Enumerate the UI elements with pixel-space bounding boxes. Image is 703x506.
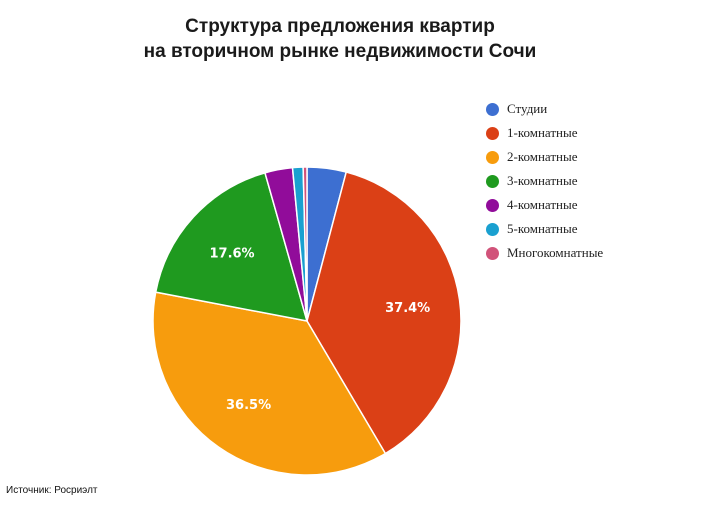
chart-title-line-1: Структура предложения квартир <box>185 16 495 37</box>
legend-item-1: Студии <box>486 97 603 121</box>
chart-title-line-2: на вторичном рынке недвижимости Сочи <box>143 41 537 62</box>
pie-slice-7 <box>302 166 308 322</box>
slice-data-label-2: 37.4% <box>385 301 430 316</box>
legend-item-6: 5-комнатные <box>486 217 603 241</box>
pie-slice-4 <box>154 171 309 322</box>
legend-swatch-6 <box>486 222 499 236</box>
legend-swatch-5 <box>486 198 499 212</box>
legend-swatch-7 <box>486 246 499 260</box>
legend-label-3: 2-комнатные <box>507 149 578 164</box>
legend-swatch-3 <box>486 150 499 164</box>
legend-item-7: Многокомнатные <box>486 241 603 265</box>
slice-data-label-3: 36.5% <box>226 398 271 413</box>
legend-item-3: 2-комнатные <box>486 145 603 169</box>
legend-label-2: 1-комнатные <box>507 125 578 140</box>
legend-label-7: Многокомнатные <box>507 245 604 260</box>
legend-swatch-2 <box>486 126 499 140</box>
legend-swatch-4 <box>486 174 499 188</box>
legend-item-5: 4-комнатные <box>486 193 603 217</box>
legend: Студии 1-комнатные 2-комнатные 3-комнатные 4… <box>486 97 603 265</box>
legend-swatch-1 <box>486 102 499 116</box>
legend-label-6: 5-комнатные <box>507 221 578 236</box>
slice-data-label-4: 17.6% <box>209 246 254 261</box>
pie-slice-2 <box>306 171 462 455</box>
pie-slice-3 <box>152 291 387 476</box>
legend-item-2: 1-комнатные <box>486 121 603 145</box>
legend-item-4: 3-комнатные <box>486 169 603 193</box>
source-note: Источник: Росриэлт <box>6 485 98 496</box>
legend-label-5: 4-комнатные <box>507 197 578 212</box>
legend-label-1: Студии <box>507 101 548 116</box>
legend-label-4: 3-комнатные <box>507 173 578 188</box>
